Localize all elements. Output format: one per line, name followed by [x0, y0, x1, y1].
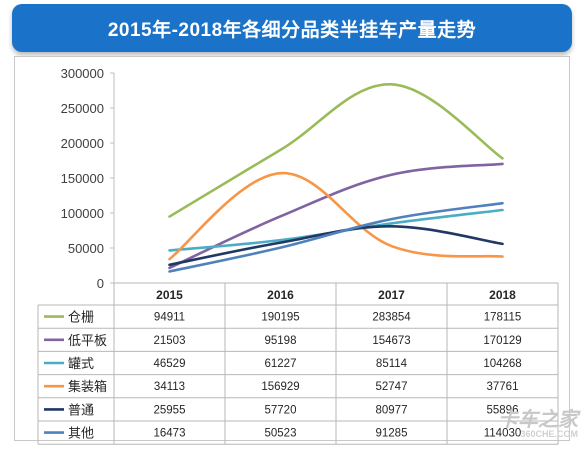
data-cell: 114030	[484, 428, 522, 440]
legend-label: 其他	[68, 427, 94, 442]
data-cell: 178115	[484, 312, 522, 324]
data-cell: 25955	[154, 404, 186, 416]
data-cell: 46529	[154, 358, 186, 370]
data-cell: 61227	[265, 358, 297, 370]
data-cell: 37761	[487, 381, 519, 393]
y-tick-label: 250000	[61, 101, 104, 116]
watermark-main-text: 卡车之家	[498, 409, 578, 431]
data-cell: 95198	[265, 335, 297, 347]
data-cell: 55896	[487, 404, 519, 416]
data-cell: 21503	[154, 335, 186, 347]
data-cell: 50523	[265, 428, 297, 440]
chart-frame	[14, 56, 570, 441]
data-cell: 57720	[265, 404, 297, 416]
data-cell: 34113	[154, 381, 185, 393]
data-cell: 16473	[154, 428, 186, 440]
y-tick-label: 100000	[61, 206, 104, 221]
data-cell: 156929	[261, 381, 299, 393]
data-cell: 80977	[376, 404, 408, 416]
data-cell: 170129	[483, 335, 521, 347]
data-cell: 94911	[154, 312, 185, 324]
data-cell: 190195	[261, 312, 299, 324]
y-tick-label: 0	[97, 276, 104, 291]
data-cell: 52747	[376, 381, 408, 393]
data-cell: 104268	[483, 358, 521, 370]
x-tick-label: 2015	[156, 288, 183, 302]
y-tick-label: 200000	[61, 136, 104, 151]
legend-label: 普通	[68, 403, 94, 418]
series-line-其他	[168, 201, 504, 273]
data-cell: 85114	[376, 358, 408, 370]
y-tick-label: 300000	[61, 66, 104, 81]
y-tick-label: 50000	[68, 241, 104, 256]
series-line-集装箱	[168, 171, 504, 261]
data-cell: 283854	[372, 312, 411, 324]
x-tick-label: 2016	[267, 288, 294, 302]
legend-label: 低平板	[68, 334, 107, 349]
legend-label: 仓栅	[68, 311, 94, 326]
data-cell: 154673	[372, 335, 410, 347]
data-cell: 91285	[376, 428, 408, 440]
legend-label: 罐式	[68, 357, 94, 372]
chart-title: 2015年-2018年各细分品类半挂车产量走势	[12, 4, 572, 52]
x-tick-label: 2018	[489, 288, 516, 302]
x-tick-label: 2017	[378, 288, 405, 302]
watermark-sub-text: 360CHE.COM	[520, 429, 578, 439]
watermark-logo: 卡车之家 360CHE.COM	[498, 410, 578, 439]
series-line-仓栅	[168, 82, 504, 218]
y-tick-label: 150000	[61, 171, 104, 186]
legend-label: 集装箱	[68, 379, 107, 395]
